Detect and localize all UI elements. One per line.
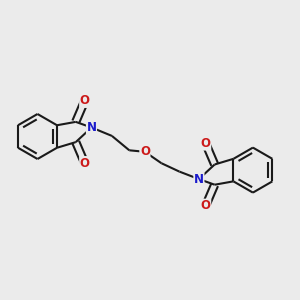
Text: O: O (140, 145, 150, 158)
Text: O: O (80, 94, 90, 107)
Text: O: O (201, 199, 211, 212)
Text: N: N (194, 172, 204, 186)
Text: N: N (86, 121, 97, 134)
Text: O: O (201, 137, 211, 150)
Text: O: O (80, 157, 90, 169)
